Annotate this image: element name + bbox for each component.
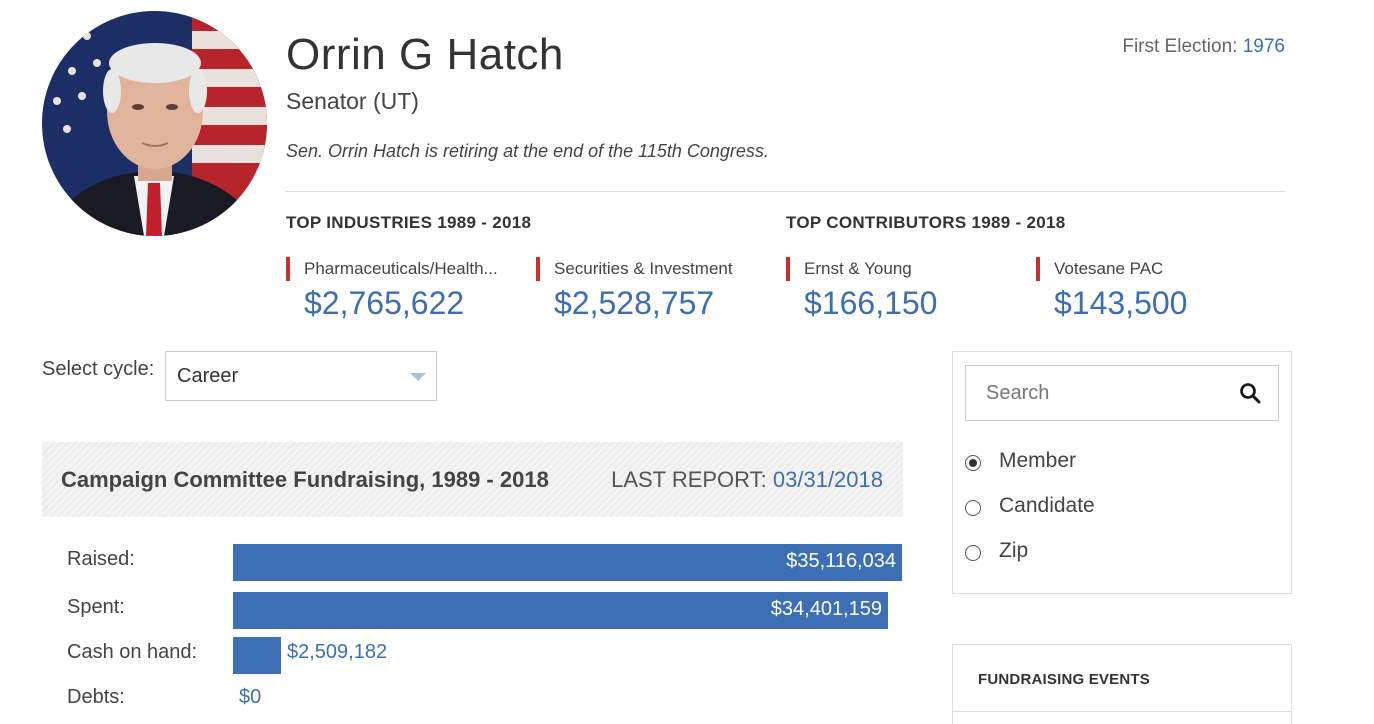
portrait-photo-icon	[42, 11, 267, 236]
last-report-label: LAST REPORT:	[611, 467, 767, 492]
fundraising-header: Campaign Committee Fundraising, 1989 - 2…	[42, 442, 903, 517]
radio-zip-button[interactable]	[965, 545, 981, 561]
cash-on-hand-value: $2,509,182	[287, 641, 388, 663]
office-subtitle: Senator (UT)	[286, 88, 419, 114]
radio-member-label[interactable]: Member	[999, 449, 1077, 472]
search-box	[965, 365, 1279, 421]
radio-candidate-label[interactable]: Candidate	[999, 494, 1095, 517]
contributor-amount: $143,500	[1054, 285, 1188, 321]
fundraising-events-panel: FUNDRAISING EVENTS	[952, 644, 1292, 724]
page-title: Orrin G Hatch	[286, 30, 564, 79]
radio-candidate[interactable]: Candidate	[965, 494, 1265, 524]
radio-zip-label[interactable]: Zip	[999, 539, 1029, 562]
events-divider	[953, 711, 1291, 712]
industry-amount: $2,528,757	[554, 285, 715, 321]
first-election-year: 1976	[1242, 36, 1285, 57]
raised-value: $35,116,034	[786, 550, 896, 572]
debts-value: $0	[239, 686, 262, 708]
contributor-amount: $166,150	[804, 285, 938, 321]
search-input[interactable]	[966, 366, 1226, 420]
radio-zip[interactable]: Zip	[965, 539, 1265, 569]
red-marker	[286, 257, 290, 281]
chevron-down-icon	[410, 373, 426, 381]
radio-member-button[interactable]	[965, 455, 981, 471]
fundraising-title: Campaign Committee Fundraising, 1989 - 2…	[61, 467, 549, 492]
fundraising-events-title: FUNDRAISING EVENTS	[978, 671, 1150, 688]
cycle-select[interactable]: Career	[165, 351, 437, 401]
debts-label: Debts:	[67, 686, 125, 708]
last-report-date[interactable]: 03/31/2018	[772, 467, 883, 492]
spent-label: Spent:	[67, 596, 125, 618]
cycle-selected-value: Career	[177, 365, 239, 387]
contributor-label[interactable]: Votesane PAC	[1054, 259, 1164, 278]
last-report: LAST REPORT: 03/31/2018	[611, 467, 883, 493]
retirement-note: Sen. Orrin Hatch is retiring at the end …	[286, 141, 769, 161]
red-marker	[1036, 257, 1040, 281]
industry-label[interactable]: Pharmaceuticals/Health...	[304, 259, 498, 278]
cycle-label: Select cycle:	[42, 358, 155, 380]
industry-amount: $2,765,622	[304, 285, 465, 321]
first-election-label: First Election:	[1122, 36, 1238, 57]
top-industries-heading: TOP INDUSTRIES 1989 - 2018	[286, 213, 532, 232]
search-icon[interactable]	[1238, 381, 1262, 405]
spent-value: $34,401,159	[770, 598, 882, 620]
top-contributors-heading: TOP CONTRIBUTORS 1989 - 2018	[786, 213, 1066, 232]
contributor-label[interactable]: Ernst & Young	[804, 259, 912, 278]
raised-bar: $35,116,034	[233, 544, 902, 581]
cash-on-hand-bar	[233, 637, 281, 674]
radio-candidate-button[interactable]	[965, 500, 981, 516]
radio-member[interactable]: Member	[965, 449, 1265, 479]
search-panel: Member Candidate Zip	[952, 351, 1292, 594]
raised-label: Raised:	[67, 548, 135, 570]
red-marker	[536, 257, 540, 281]
first-election: First Election: 1976	[1122, 36, 1285, 58]
spent-bar: $34,401,159	[233, 592, 888, 629]
cash-on-hand-label: Cash on hand:	[67, 641, 198, 663]
senator-portrait	[42, 11, 267, 236]
header-divider	[286, 191, 1285, 192]
red-marker	[786, 257, 790, 281]
industry-label[interactable]: Securities & Investment	[554, 259, 733, 278]
